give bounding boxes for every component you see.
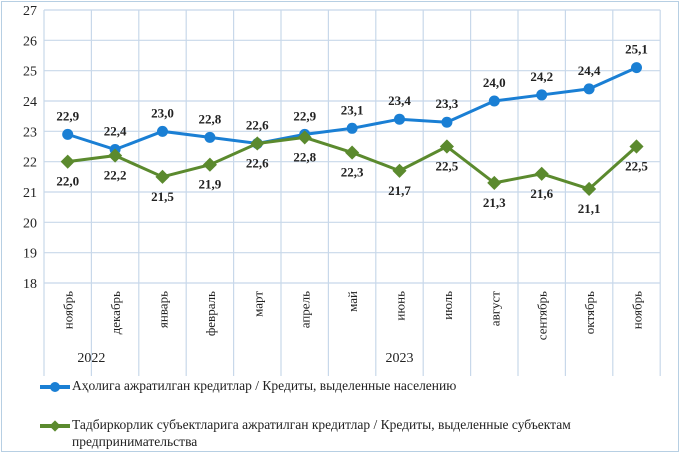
x-tick-label: июнь — [393, 291, 408, 321]
data-point-diamond — [202, 157, 217, 172]
data-label: 22,5 — [436, 159, 459, 174]
x-tick-label: март — [250, 291, 265, 317]
data-point-circle — [488, 95, 500, 107]
data-point-circle — [394, 113, 405, 125]
x-tick-label: февраль — [203, 291, 218, 336]
y-tick-label: 18 — [23, 277, 37, 292]
x-tick-label: октябрь — [582, 291, 597, 334]
data-point-diamond — [534, 166, 549, 181]
data-label: 23,3 — [436, 96, 459, 111]
x-tick-label: сентябрь — [535, 291, 550, 340]
data-label: 22,9 — [56, 108, 79, 123]
data-label: 22,0 — [56, 174, 79, 189]
data-point-diamond — [60, 154, 75, 169]
y-tick-label: 22 — [23, 156, 37, 171]
y-tick-label: 21 — [23, 186, 37, 201]
data-point-diamond — [487, 175, 502, 190]
data-label: 24,4 — [578, 63, 601, 78]
data-point-diamond — [250, 136, 265, 151]
data-label: 23,1 — [341, 102, 364, 117]
y-tick-label: 25 — [23, 65, 37, 80]
data-point-diamond — [582, 181, 597, 197]
x-tick-label: декабрь — [108, 291, 123, 334]
data-label: 21,7 — [388, 183, 411, 198]
data-label: 21,3 — [483, 195, 506, 210]
data-point-circle — [157, 125, 168, 137]
legend-label-series-1: Аҳолига ажратилган кредитлар / Кредиты, … — [72, 378, 457, 393]
data-point-diamond — [392, 163, 407, 178]
legend-swatch-blue-circle — [40, 381, 70, 392]
year-label: 2023 — [386, 351, 414, 366]
y-tick-label: 20 — [23, 216, 37, 231]
data-point-circle — [536, 89, 548, 101]
x-tick-label: январь — [156, 291, 171, 328]
y-tick-label: 24 — [23, 95, 37, 110]
data-point-circle — [441, 116, 453, 128]
data-label: 22,6 — [246, 155, 269, 170]
data-label: 21,1 — [578, 201, 601, 216]
year-label: 2022 — [77, 351, 105, 366]
series-line-2 — [67, 135, 638, 191]
data-label: 25,1 — [625, 42, 648, 57]
x-tick-label: май — [345, 291, 360, 312]
y-tick-label: 23 — [23, 125, 37, 140]
x-tick-label: ноябрь — [630, 291, 645, 329]
data-label: 22,2 — [104, 168, 127, 183]
data-label: 22,6 — [246, 117, 269, 132]
data-label: 24,2 — [530, 69, 553, 84]
data-label: 22,3 — [341, 165, 364, 180]
legend-swatch-green-diamond — [40, 420, 70, 432]
data-label: 22,5 — [625, 159, 648, 174]
x-tick-label: август — [487, 291, 502, 327]
y-tick-label: 19 — [23, 247, 37, 262]
data-point-diamond — [439, 139, 454, 154]
data-point-diamond — [345, 145, 360, 160]
x-tick-label: апрель — [298, 291, 313, 328]
legend-label-series-2: Тадбиркорлик субъектларига ажратилган кр… — [72, 417, 571, 449]
x-tick-label: ноябрь — [61, 291, 76, 329]
data-label: 22,8 — [199, 111, 222, 126]
legend-item-series-1: Аҳолига ажратилган кредитлар / Кредиты, … — [40, 377, 456, 394]
data-point-circle — [62, 128, 74, 140]
data-label: 22,4 — [104, 124, 127, 139]
data-point-circle — [631, 62, 642, 74]
data-label: 24,0 — [483, 75, 506, 90]
legend-item-series-2: Тадбиркорлик субъектларига ажратилган кр… — [40, 416, 672, 450]
data-label: 21,9 — [199, 177, 222, 192]
x-tick-label: июль — [440, 291, 455, 320]
data-point-circle — [583, 83, 595, 95]
data-label: 23,0 — [151, 105, 174, 120]
y-tick-label: 26 — [23, 34, 37, 49]
data-label: 21,6 — [530, 186, 553, 201]
data-point-circle — [346, 122, 358, 134]
data-point-circle — [204, 131, 216, 143]
y-tick-label: 27 — [23, 4, 37, 19]
data-label: 23,4 — [388, 93, 411, 108]
data-point-diamond — [629, 139, 644, 154]
data-label: 22,8 — [293, 149, 316, 164]
data-point-diamond — [155, 169, 170, 184]
data-label: 22,9 — [293, 108, 316, 123]
data-point-diamond — [297, 130, 312, 145]
data-label: 21,5 — [151, 189, 174, 204]
